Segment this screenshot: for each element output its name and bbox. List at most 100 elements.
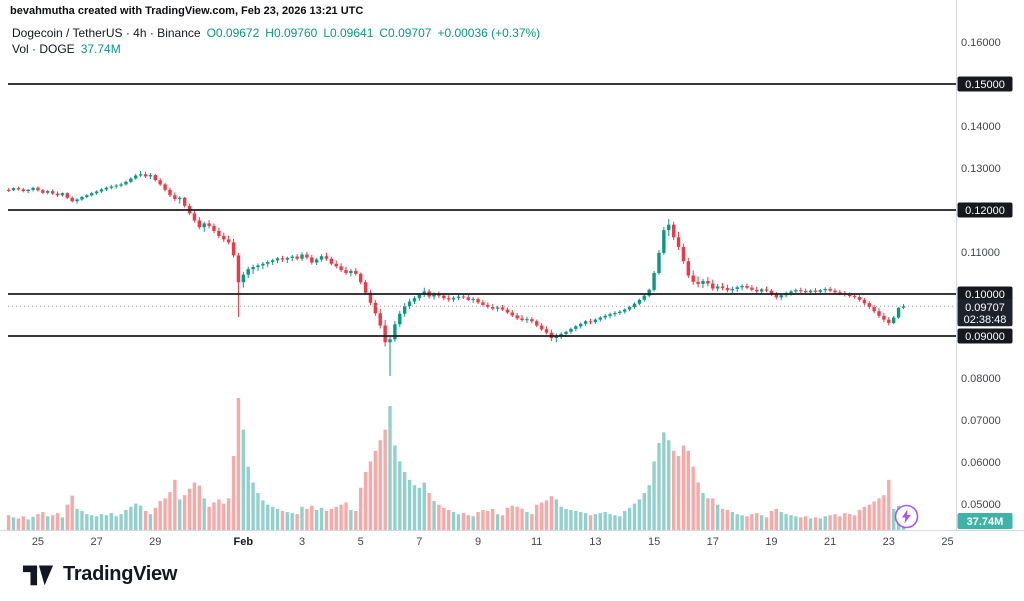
volume-bar [256,493,260,530]
volume-bar [358,487,363,530]
time-axis-label: 25 [941,536,953,548]
current-price-label: 0.09707 [965,302,1005,314]
candle-body [94,191,99,194]
price-axis-label: 0.08000 [961,373,1001,385]
candle-body [857,296,862,300]
candle-body [16,188,21,190]
time-axis[interactable]: 25 27 29 Feb 3 5 7 9 11 13 15 17 19 21 23 25 [32,536,954,548]
volume-bar [398,461,402,530]
candle-body [588,321,593,323]
price-axis-label: 0.07000 [961,415,1001,427]
candle-body [515,315,519,319]
volume-layer [6,398,906,530]
candle-body [442,295,446,299]
volume-bar [495,514,500,530]
tradingview-logo[interactable]: TradingView [22,560,177,588]
volume-bar [510,505,514,530]
candle-body [207,223,211,226]
volume-bar [862,506,867,530]
candle-body [134,175,138,179]
volume-bar [789,515,793,530]
volume-bar [491,508,495,530]
volume-bar [818,518,823,530]
candle-body [236,255,241,283]
candle-body [192,213,197,221]
time-axis-label: 9 [475,536,481,548]
price-axis[interactable]: 0.16000 0.15000 0.14000 0.13000 0.12000 0.110… [957,37,1013,529]
candle-body [901,306,906,308]
volume-bar [129,506,133,530]
volume-bar [588,515,593,530]
candle-body [437,294,441,296]
volume-badge-label: 37.74M [967,516,1004,528]
volume-bar [285,512,290,530]
volume-bar [569,509,573,530]
candle-body [603,315,607,318]
volume-bar [471,516,475,530]
volume-bar [168,491,172,530]
candle-body [520,318,524,321]
candle-body [295,256,299,259]
candle-body [153,175,157,181]
volume-bar [90,515,94,530]
candle-body [50,191,55,194]
candle-body [667,224,671,231]
candle-body [378,313,382,326]
candle-body [231,242,236,256]
volume-bar [187,488,192,530]
level-lines-layer[interactable] [8,83,956,337]
price-axis-label: 0.11000 [961,247,1000,259]
volume-study-label[interactable]: Vol · DOGE [12,42,75,56]
candle-body [759,289,764,292]
candle-body [505,309,510,313]
volume-bar [652,461,656,530]
candle-body [481,302,485,305]
candle-body [750,287,754,290]
volume-bar [593,514,598,530]
candle-body [368,292,373,303]
candle-body [55,193,60,196]
candle-body [530,319,534,322]
time-axis-label: Feb [234,536,254,548]
candle-body [828,288,832,291]
volume-bar [178,499,182,530]
volume-bar [60,517,65,530]
candle-body [725,288,730,291]
candle-body [613,312,617,315]
volume-bar [598,513,602,530]
candle-body [769,290,774,295]
volume-bar [158,500,162,530]
volume-bar [745,516,749,530]
candle-body [662,230,666,253]
volume-bar [730,512,735,530]
candle-body [402,306,407,314]
volume-bar [559,506,563,530]
volume-bar [393,445,397,530]
time-axis-label: 13 [589,536,601,548]
candle-body [632,303,637,308]
volume-bar [134,503,138,530]
boost-button[interactable] [894,504,919,529]
price-axis-label: 0.14000 [961,121,1001,133]
candle-body [862,299,867,304]
volume-bar [427,493,431,530]
volume-badge [957,513,1013,529]
volume-bar [539,502,544,530]
symbol-title[interactable]: Dogecoin / TetherUS · 4h · Binance [12,26,201,40]
tradingview-logo-text: TradingView [63,562,178,585]
volume-bar [388,405,392,530]
candle-body [217,231,221,237]
volume-bar [300,506,304,530]
candle-body [525,319,529,321]
volume-bar [647,485,651,530]
candle-body [319,256,324,260]
candle-body [486,304,490,308]
volume-bar [378,440,382,530]
ohlc-values: O0.09672 H0.09760 L0.09641 C0.09707 +0.00036… [207,26,547,40]
candle-body [349,270,353,273]
volume-bar [70,495,74,530]
volume-bar [246,466,250,530]
volume-bar [236,398,241,530]
candle-body [412,298,417,302]
